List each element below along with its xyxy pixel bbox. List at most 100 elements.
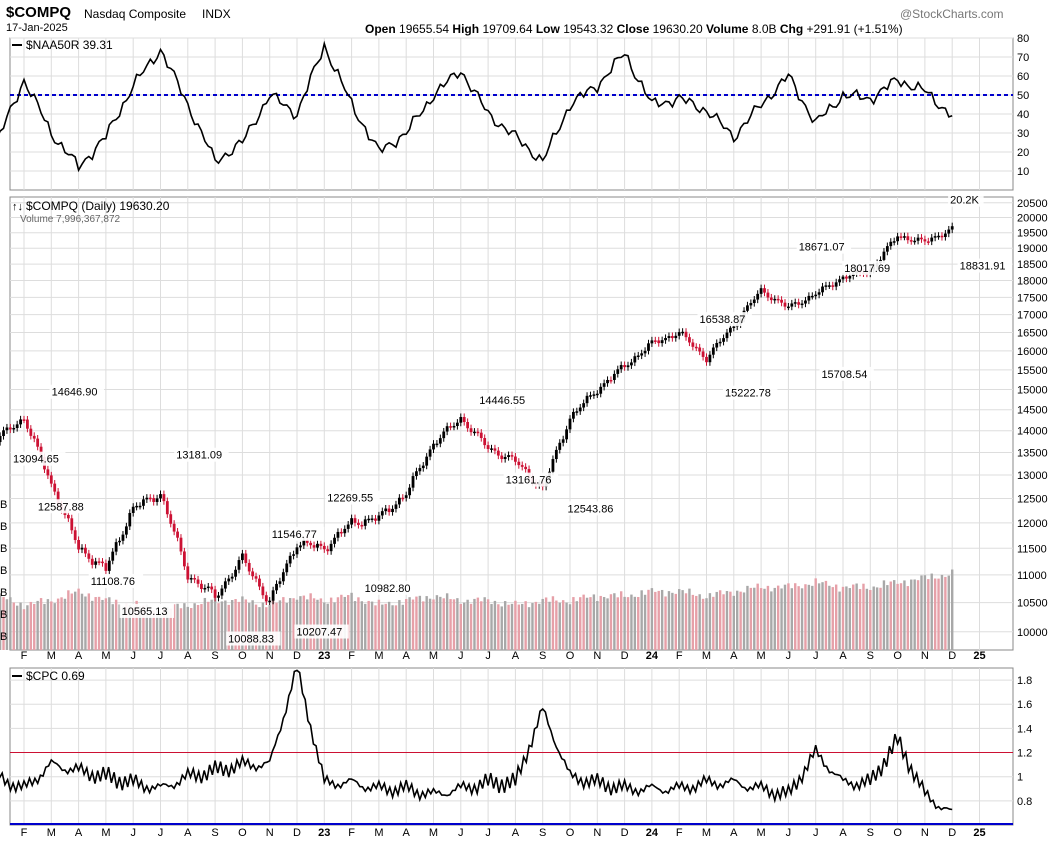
candle-body [950,226,954,230]
volume-bar [691,594,695,650]
price-annotation: 10207.47 [296,627,342,639]
candle-body [346,524,350,529]
candle-body [135,505,139,508]
volume-bar [517,604,521,650]
volume-bar [718,590,722,650]
candle-body [408,487,412,496]
panel-frame-3 [9,667,1014,826]
candle-body [15,424,19,428]
volume-bar [534,601,538,650]
price-tick-label: 17500 [1017,292,1048,304]
candle-body [831,285,835,287]
volume-bar [640,590,643,650]
volume-bar [149,609,152,650]
volume-bar [73,591,77,650]
volume-bar [582,594,585,650]
candle-body [343,528,347,534]
price-tick-label: 13500 [1017,447,1048,459]
candle-body [84,547,87,554]
candle-body [179,537,183,552]
volume-bar [845,586,848,650]
volume-bar [592,594,596,650]
candle-body [285,563,289,573]
breadth-tick-label: 50 [1017,90,1029,102]
volume-bar [108,597,111,650]
candle-body [916,237,920,241]
candle-body [793,302,797,304]
volume-bar [473,598,476,650]
candle-body [401,497,405,500]
x-tick-label: M [757,650,766,662]
price-tick-label: 13000 [1017,470,1048,482]
x-tick-label: M [374,650,383,662]
volume-bar [674,593,677,650]
volume-bar [227,604,230,650]
candle-body [582,403,586,408]
x-tick-label: J [813,650,819,662]
volume-bar [15,605,19,650]
candle-body [367,518,371,521]
volume-bar [432,599,435,650]
volume-bar [425,596,428,650]
candle-body [94,561,98,565]
x-tick-label: D [948,650,956,662]
volume-bar [780,588,783,650]
candle-body [589,395,592,397]
volume-bar [265,607,268,650]
candle-body [691,342,695,347]
x-tick-label: A [839,827,847,839]
volume-bar [695,595,698,650]
volume-bar [125,603,128,650]
candle-body [913,240,917,243]
candle-body [943,233,947,237]
price-tick-label: 14000 [1017,426,1048,438]
x-tick-label: A [512,827,520,839]
price-annotation: 14446.55 [479,395,525,407]
candle-body [599,386,603,394]
annotation-bg [957,258,1012,273]
candle-body [268,600,272,603]
volume-bar [118,604,121,650]
volume-bar [548,601,551,650]
volume-bar [353,601,357,650]
candle-body [29,428,33,436]
volume-bar [886,585,889,650]
candle-body [312,545,316,548]
x-tick-label: O [238,827,247,839]
candle-body [329,543,333,552]
x-tick-label: J [813,827,819,839]
candle-body [616,369,620,374]
volume-bar [684,593,688,650]
volume-bar [776,585,780,650]
candle-body [111,551,115,561]
candle-body [203,587,207,590]
annotation-bg [35,499,91,514]
x-tick-label: N [921,650,929,662]
price-annotation: 13161.76 [506,475,552,487]
price-tick-label: 17000 [1017,310,1048,322]
x-tick-label: A [839,650,847,662]
annotation-bg [796,239,852,254]
legends: $NAA50R 39.31 $COMPQ (Daily) 19630.20 Vo… [12,38,170,683]
candle-body [223,581,227,589]
candle-body [746,305,749,311]
volume-bar [190,608,193,650]
breadth-tick-label: 60 [1017,71,1029,83]
volume-bar [63,598,67,650]
volume-bar [476,597,480,650]
candle-body [326,549,330,552]
volume-bar [787,583,790,650]
x-tick-label: M [429,650,438,662]
x-tick-label: A [512,650,520,662]
volume-bar [275,602,278,650]
x-tick-label: O [893,827,902,839]
candle-body [449,426,452,428]
x-tick-label: N [266,827,274,839]
candle-body [121,534,125,541]
candle-body [507,455,510,458]
candle-body [189,578,193,580]
volume-bar [875,587,879,650]
candle-body [155,498,159,502]
breadth-tick-label: 10 [1017,166,1029,178]
